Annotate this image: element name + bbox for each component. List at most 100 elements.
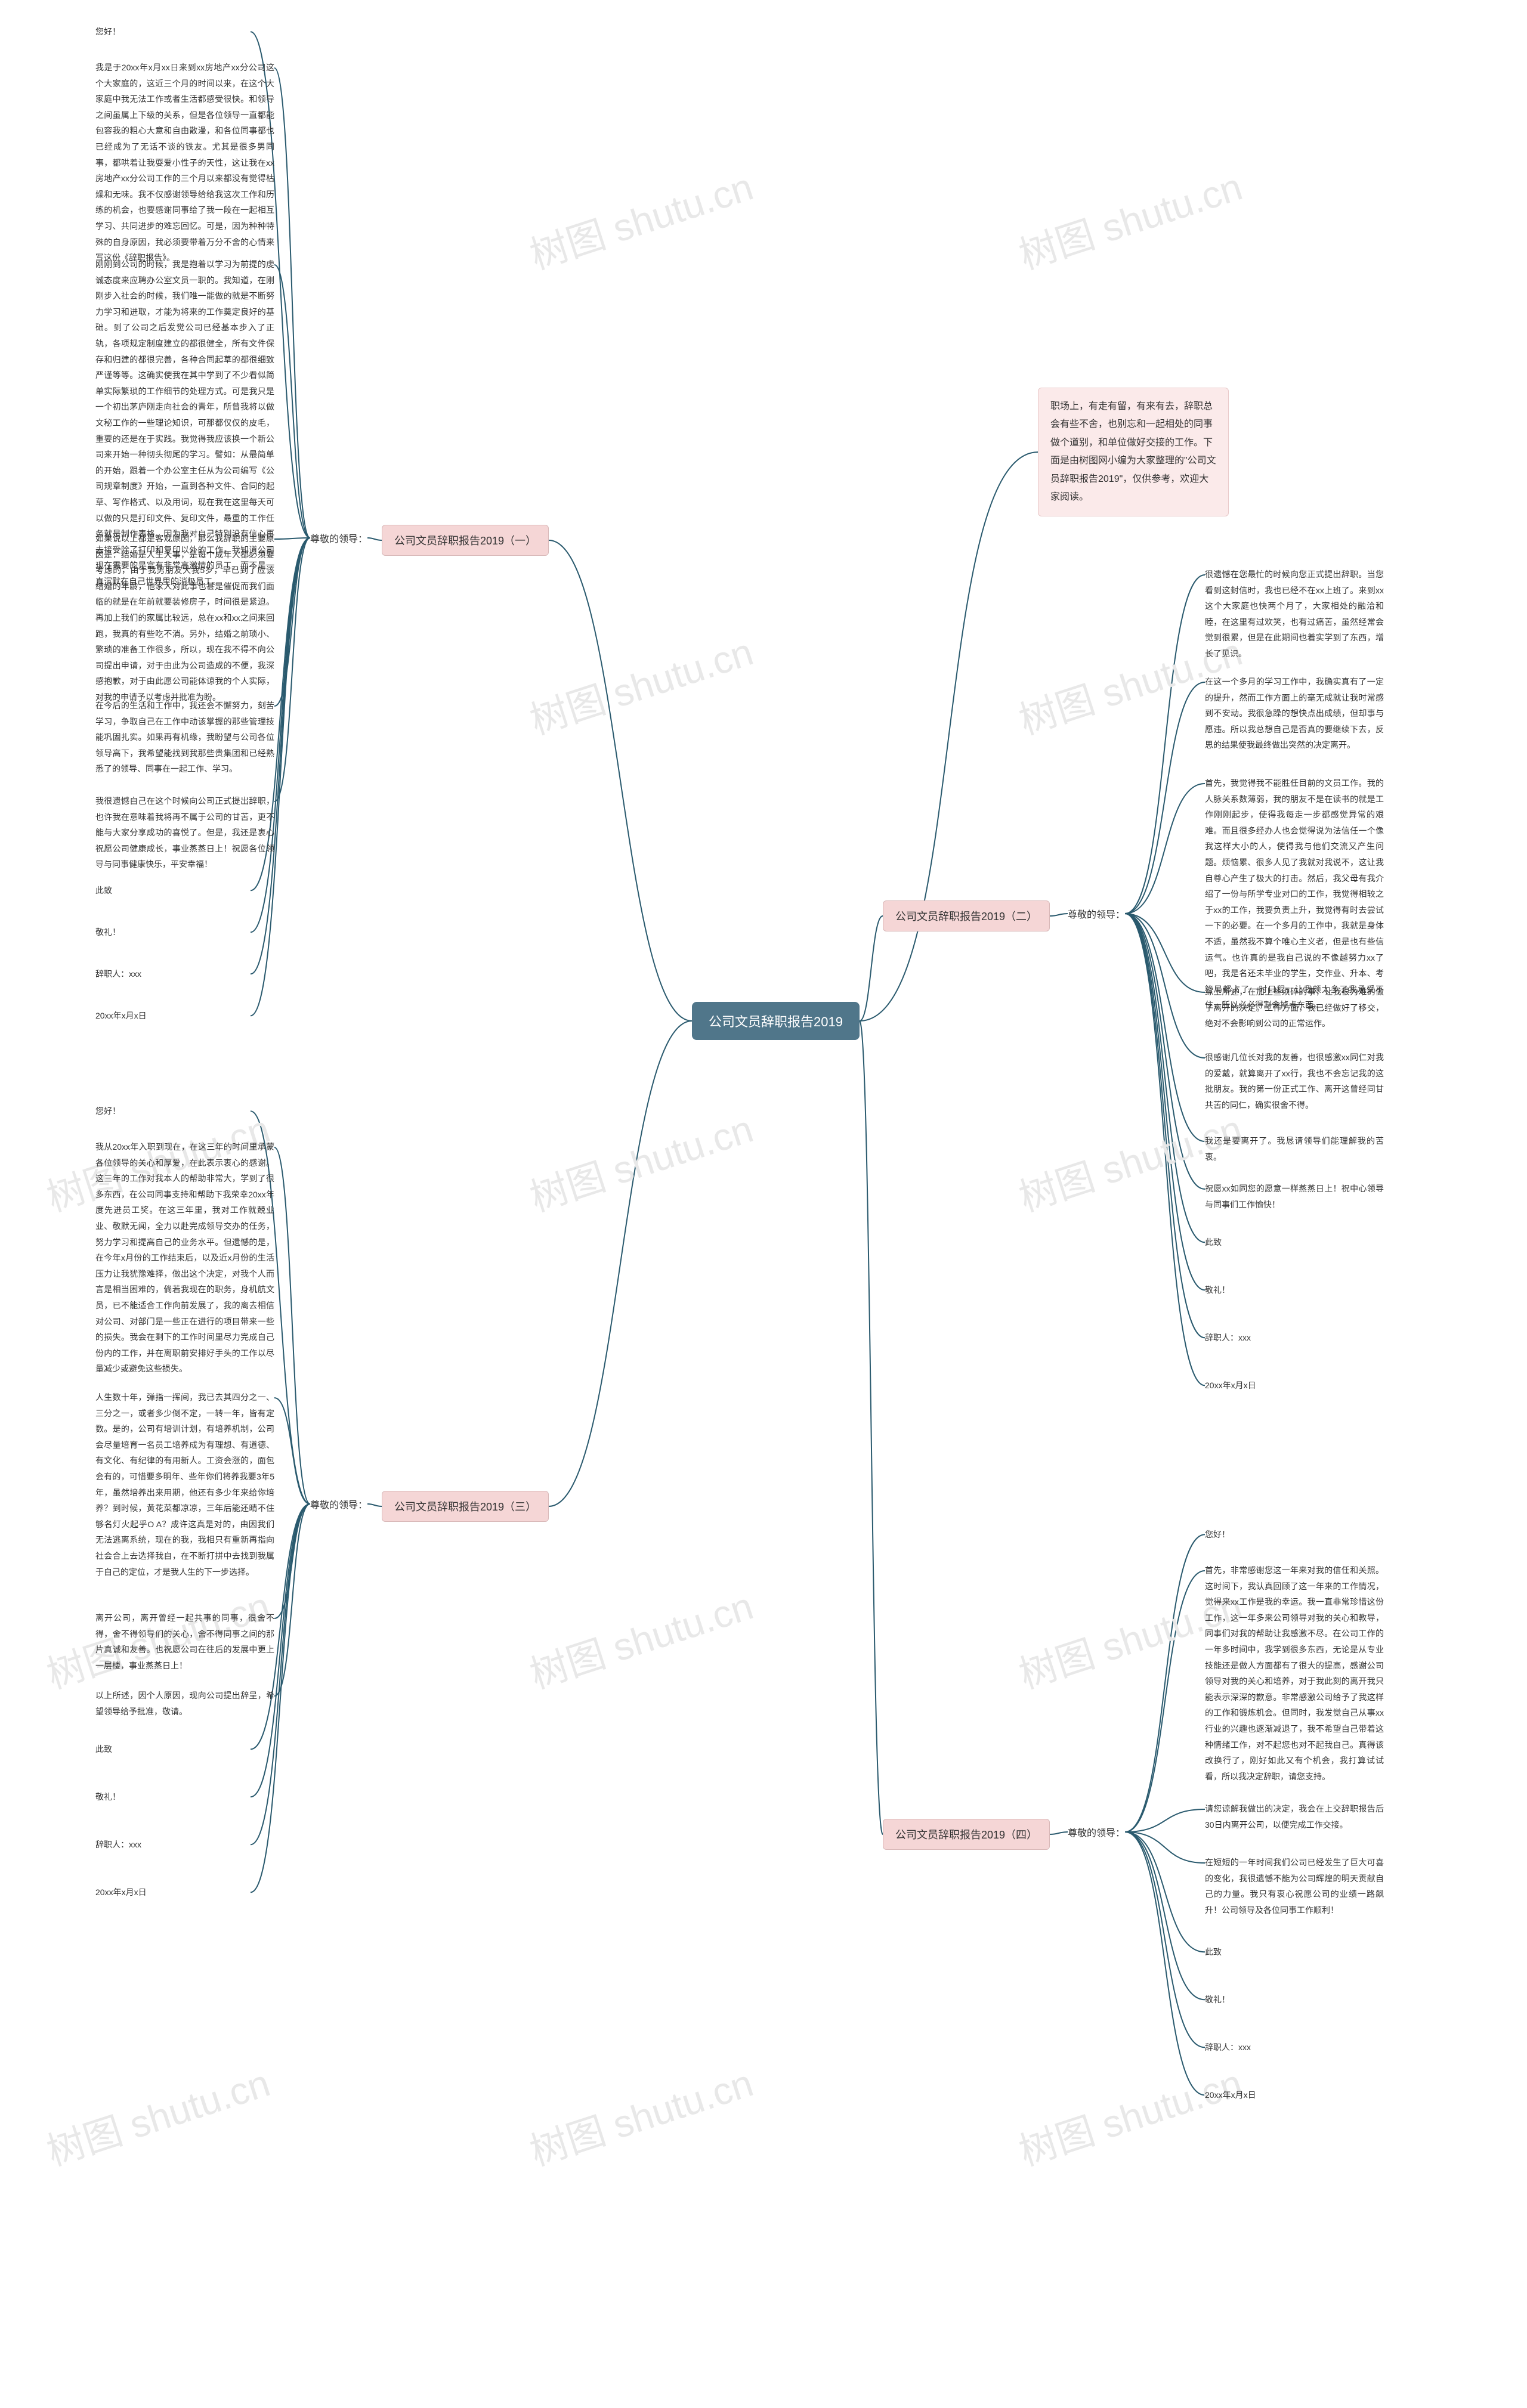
branch-label: 公司文员辞职报告2019（一）: [394, 535, 536, 547]
leaf-text: 以上所述，因个人原因，现向公司提出辞呈，希望领导给予批准，敬请。: [95, 1691, 274, 1716]
leaf-paragraph: 敬礼！: [95, 924, 251, 940]
leaf-text: 祝愿xx如同您的愿意一样蒸蒸日上！祝中心领导与同事们工作愉快！: [1205, 1184, 1384, 1209]
salutation-text: 尊敬的领导：: [1068, 1828, 1125, 1839]
leaf-text: 请您谅解我做出的决定，我会在上交辞职报告后30日内离开公司，以便完成工作交接。: [1205, 1804, 1384, 1830]
watermark: 树图 shutu.cn: [522, 1576, 759, 1699]
leaf-text: 您好！: [95, 1106, 120, 1116]
leaf-text: 此致: [1205, 1237, 1222, 1247]
leaf-text: 在今后的生活和工作中，我还会不懈努力，刻苦学习，争取自己在工作中动该掌握的那些管…: [95, 701, 274, 773]
leaf-text: 20xx年x月x日: [1205, 1381, 1256, 1390]
leaf-text: 我还是要离开了。我恳请领导们能理解我的苦衷。: [1205, 1136, 1384, 1162]
leaf-paragraph: 此致: [1205, 1944, 1360, 1960]
leaf-text: 很感谢几位长对我的友善，也很感激xx同仁对我的爱戴，就算离开了xx行，我也不会忘…: [1205, 1053, 1384, 1110]
leaf-paragraph: 我是于20xx年x月xx日来到xx房地产xx分公司这个大家庭的，这近三个月的时间…: [95, 60, 274, 266]
branch-label: 公司文员辞职报告2019（四）: [895, 1829, 1037, 1841]
salutation-label: 尊敬的领导：: [310, 1497, 367, 1511]
intro-text: 职场上，有走有留，有来有去，辞职总会有些不舍，也别忘和一起相处的同事做个道别，和…: [1050, 401, 1216, 502]
leaf-text: 敬礼！: [1205, 1285, 1230, 1295]
branch-node: 公司文员辞职报告2019（三）: [382, 1491, 549, 1522]
leaf-text: 20xx年x月x日: [95, 1887, 147, 1897]
leaf-paragraph: 人生数十年，弹指一挥间，我已去其四分之一、三分之一，或者多少倒不定，一转一年，皆…: [95, 1389, 274, 1580]
leaf-paragraph: 20xx年x月x日: [1205, 1378, 1360, 1394]
leaf-text: 离开公司，离开曾经一起共事的同事，很舍不得，舍不得领导们的关心，舍不得同事之间的…: [95, 1613, 274, 1670]
leaf-text: 辞职人：xxx: [1205, 1333, 1251, 1342]
leaf-text: 很遗憾在您最忙的时候向您正式提出辞职。当您看到这封信时，我也已经不在xx上班了。…: [1205, 569, 1384, 658]
leaf-paragraph: 您好！: [95, 24, 251, 40]
leaf-text: 我从20xx年入职到现在，在这三年的时间里承蒙各位领导的关心和厚爱，在此表示衷心…: [95, 1142, 274, 1373]
leaf-paragraph: 敬礼！: [1205, 1992, 1360, 2008]
leaf-text: 您好！: [1205, 1530, 1230, 1539]
intro-box: 职场上，有走有留，有来有去，辞职总会有些不舍，也别忘和一起相处的同事做个道别，和…: [1038, 388, 1229, 516]
branch-node: 公司文员辞职报告2019（四）: [883, 1819, 1050, 1850]
leaf-paragraph: 此致: [1205, 1234, 1360, 1251]
leaf-text: 敬礼！: [95, 927, 120, 937]
leaf-paragraph: 您好！: [1205, 1527, 1360, 1543]
leaf-text: 首先，我觉得我不能胜任目前的文员工作。我的人脉关系数薄弱，我的朋友不是在读书的就…: [1205, 778, 1384, 1010]
leaf-text: 敬礼！: [95, 1792, 120, 1802]
watermark: 树图 shutu.cn: [39, 2053, 276, 2176]
leaf-paragraph: 敬礼！: [1205, 1282, 1360, 1298]
leaf-paragraph: 在这一个多月的学习工作中，我确实真有了一定的提升，然而工作方面上的毫无成就让我时…: [1205, 674, 1384, 753]
leaf-text: 综上所述，在加上些须碎的事，让我很为难的做了离开的决定。工作方面，我已经做好了移…: [1205, 987, 1384, 1028]
leaf-text: 我是于20xx年x月xx日来到xx房地产xx分公司这个大家庭的，这近三个月的时间…: [95, 63, 274, 262]
leaf-paragraph: 辞职人：xxx: [95, 1837, 251, 1853]
branch-label: 公司文员辞职报告2019（二）: [895, 911, 1037, 923]
watermark: 树图 shutu.cn: [522, 2053, 759, 2176]
watermark: 树图 shutu.cn: [522, 1098, 759, 1222]
salutation-text: 尊敬的领导：: [310, 1500, 367, 1511]
leaf-text: 在这一个多月的学习工作中，我确实真有了一定的提升，然而工作方面上的毫无成就让我时…: [1205, 677, 1384, 750]
leaf-paragraph: 20xx年x月x日: [95, 1884, 251, 1901]
leaf-paragraph: 20xx年x月x日: [1205, 2087, 1360, 2103]
leaf-text: 20xx年x月x日: [95, 1011, 147, 1020]
center-node: 公司文员辞职报告2019: [692, 1002, 860, 1040]
leaf-paragraph: 我还是要离开了。我恳请领导们能理解我的苦衷。: [1205, 1133, 1384, 1165]
leaf-text: 辞职人：xxx: [95, 1840, 141, 1849]
leaf-paragraph: 很感谢几位长对我的友善，也很感激xx同仁对我的爱戴，就算离开了xx行，我也不会忘…: [1205, 1050, 1384, 1113]
leaf-paragraph: 此致: [95, 1741, 251, 1757]
leaf-paragraph: 我很遗憾自己在这个时候向公司正式提出辞职，也许我在意味着我将再不属于公司的甘苦，…: [95, 793, 274, 872]
leaf-paragraph: 我从20xx年入职到现在，在这三年的时间里承蒙各位领导的关心和厚爱，在此表示衷心…: [95, 1139, 274, 1377]
leaf-paragraph: 综上所述，在加上些须碎的事，让我很为难的做了离开的决定。工作方面，我已经做好了移…: [1205, 984, 1384, 1032]
branch-node: 公司文员辞职报告2019（一）: [382, 525, 549, 556]
watermark: 树图 shutu.cn: [522, 156, 759, 280]
leaf-paragraph: 很遗憾在您最忙的时候向您正式提出辞职。当您看到这封信时，我也已经不在xx上班了。…: [1205, 567, 1384, 662]
leaf-paragraph: 请您谅解我做出的决定，我会在上交辞职报告后30日内离开公司，以便完成工作交接。: [1205, 1801, 1384, 1833]
leaf-text: 我很遗憾自己在这个时候向公司正式提出辞职，也许我在意味着我将再不属于公司的甘苦，…: [95, 796, 274, 869]
leaf-text: 辞职人：xxx: [1205, 2042, 1251, 2052]
leaf-text: 此致: [95, 1744, 112, 1754]
salutation-text: 尊敬的领导：: [1068, 910, 1125, 920]
leaf-paragraph: 辞职人：xxx: [1205, 1330, 1360, 1346]
leaf-paragraph: 此致: [95, 883, 251, 899]
leaf-paragraph: 辞职人：xxx: [95, 966, 251, 982]
salutation-label: 尊敬的领导：: [1068, 1825, 1125, 1839]
leaf-text: 人生数十年，弹指一挥间，我已去其四分之一、三分之一，或者多少倒不定，一转一年，皆…: [95, 1392, 274, 1577]
leaf-text: 如果说以上都是客观原因，那么我辞职的主要原因是：结婚是人生大事，是每个成年人都必…: [95, 534, 274, 702]
leaf-paragraph: 首先，我觉得我不能胜任目前的文员工作。我的人脉关系数薄弱，我的朋友不是在读书的就…: [1205, 775, 1384, 1013]
leaf-paragraph: 敬礼！: [95, 1789, 251, 1805]
leaf-text: 20xx年x月x日: [1205, 2090, 1256, 2100]
watermark: 树图 shutu.cn: [522, 621, 759, 745]
leaf-text: 敬礼！: [1205, 1995, 1230, 2004]
leaf-paragraph: 您好！: [95, 1103, 251, 1119]
leaf-paragraph: 首先，非常感谢您这一年来对我的信任和关照。这时间下，我认真回顾了这一年来的工作情…: [1205, 1562, 1384, 1784]
leaf-paragraph: 在短短的一年时间我们公司已经发生了巨大可喜的变化，我很遗憾不能为公司辉煌的明天贡…: [1205, 1855, 1384, 1918]
leaf-text: 辞职人：xxx: [95, 969, 141, 979]
leaf-paragraph: 辞职人：xxx: [1205, 2039, 1360, 2056]
salutation-label: 尊敬的领导：: [1068, 906, 1125, 921]
salutation-label: 尊敬的领导：: [310, 531, 367, 545]
leaf-text: 首先，非常感谢您这一年来对我的信任和关照。这时间下，我认真回顾了这一年来的工作情…: [1205, 1565, 1384, 1781]
leaf-paragraph: 在今后的生活和工作中，我还会不懈努力，刻苦学习，争取自己在工作中动该掌握的那些管…: [95, 698, 274, 777]
leaf-paragraph: 如果说以上都是客观原因，那么我辞职的主要原因是：结婚是人生大事，是每个成年人都必…: [95, 531, 274, 705]
watermark: 树图 shutu.cn: [1011, 2053, 1248, 2176]
branch-node: 公司文员辞职报告2019（二）: [883, 900, 1050, 931]
leaf-paragraph: 祝愿xx如同您的愿意一样蒸蒸日上！祝中心领导与同事们工作愉快！: [1205, 1181, 1384, 1212]
salutation-text: 尊敬的领导：: [310, 534, 367, 544]
leaf-text: 您好！: [95, 27, 120, 36]
leaf-paragraph: 以上所述，因个人原因，现向公司提出辞呈，希望领导给予批准，敬请。: [95, 1688, 274, 1719]
leaf-paragraph: 离开公司，离开曾经一起共事的同事，很舍不得，舍不得领导们的关心，舍不得同事之间的…: [95, 1610, 274, 1673]
leaf-text: 此致: [95, 886, 112, 895]
watermark: 树图 shutu.cn: [1011, 156, 1248, 280]
leaf-text: 在短短的一年时间我们公司已经发生了巨大可喜的变化，我很遗憾不能为公司辉煌的明天贡…: [1205, 1858, 1384, 1915]
branch-label: 公司文员辞职报告2019（三）: [394, 1501, 536, 1513]
center-label: 公司文员辞职报告2019: [709, 1014, 843, 1029]
